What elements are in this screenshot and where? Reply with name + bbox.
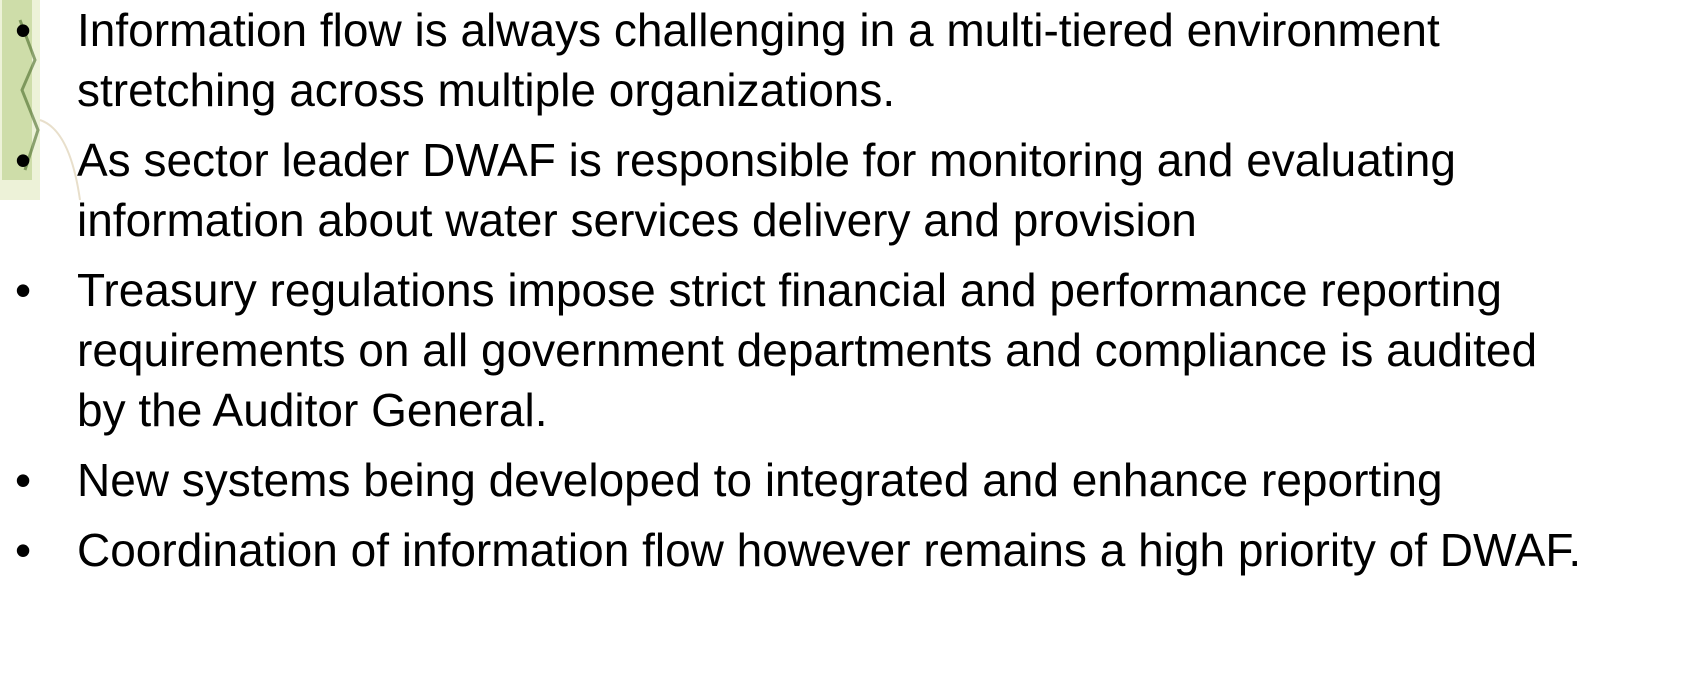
bullet-item: • New systems being developed to integrat…	[0, 450, 1590, 510]
bullet-text: Information flow is always challenging i…	[77, 4, 1440, 116]
slide: {"bullets": [ "Information flow is alway…	[0, 0, 1696, 677]
bullet-text: As sector leader DWAF is responsible for…	[77, 134, 1456, 246]
bullet-text: Coordination of information flow however…	[77, 524, 1581, 576]
bullet-item: • Information flow is always challenging …	[0, 0, 1590, 120]
bullet-item: • Treasury regulations impose strict fina…	[0, 260, 1590, 440]
bullet-text: New systems being developed to integrate…	[77, 454, 1443, 506]
bullet-text: Treasury regulations impose strict finan…	[77, 264, 1537, 436]
bullet-list: • Information flow is always challenging …	[0, 0, 1590, 590]
bullet-marker: •	[8, 130, 38, 190]
bullet-marker: •	[8, 450, 38, 510]
bullet-marker: •	[8, 520, 38, 580]
bullet-item: • Coordination of information flow howeve…	[0, 520, 1590, 580]
bullet-marker: •	[8, 260, 38, 320]
bullet-marker: •	[8, 0, 38, 60]
bullet-item: • As sector leader DWAF is responsible fo…	[0, 130, 1590, 250]
